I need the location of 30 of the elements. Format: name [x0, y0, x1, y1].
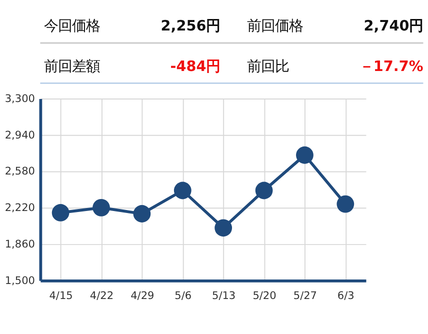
x-tick-label: 4/15	[49, 290, 73, 302]
y-tick-label: 2,220	[4, 202, 35, 214]
point	[52, 204, 70, 222]
text: －17.7%	[359, 58, 424, 75]
y-tick-label: 1,500	[4, 274, 35, 287]
text: 前回差額	[44, 58, 100, 75]
x-tick-label: 5/6	[174, 290, 192, 302]
text: 2,256円	[160, 18, 220, 35]
point	[214, 219, 232, 237]
text: 2,740円	[364, 18, 424, 35]
x-tick-label: 5/13	[212, 290, 236, 302]
x-tick-label: 5/20	[252, 290, 276, 302]
text: -484円	[170, 58, 220, 75]
x-tick-label: 4/29	[130, 290, 154, 302]
point	[296, 146, 314, 164]
text: 今回価格	[44, 18, 100, 35]
y-tick-label: 2,580	[4, 166, 35, 178]
x-tick-label: 5/27	[293, 290, 318, 302]
point	[92, 199, 110, 216]
point	[336, 195, 354, 213]
text: 前回価格	[247, 18, 304, 35]
point	[255, 182, 273, 200]
text: 前回比	[247, 58, 290, 75]
y-tick-label: 3,300	[4, 92, 35, 105]
point	[174, 182, 192, 200]
y-tick-label: 2,940	[4, 129, 35, 142]
point	[133, 205, 151, 222]
x-tick-label: 6/3	[337, 290, 354, 302]
x-tick-label: 4/22	[90, 290, 114, 302]
y-tick-label: 1,860	[4, 238, 35, 250]
